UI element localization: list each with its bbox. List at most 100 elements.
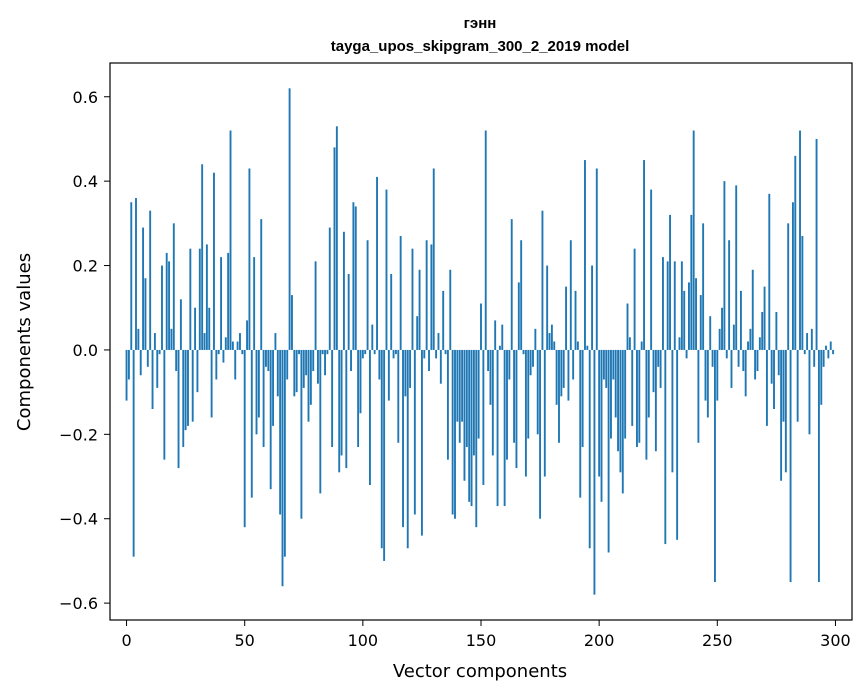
bar: [506, 349, 508, 460]
bar: [673, 261, 676, 350]
bar: [189, 248, 192, 350]
bar: [210, 349, 213, 418]
bar: [721, 307, 723, 350]
bar: [139, 349, 142, 376]
bar: [484, 130, 487, 350]
bar: [326, 349, 329, 355]
bar: [688, 282, 690, 350]
bar: [449, 269, 452, 350]
bar: [713, 349, 716, 583]
bar: [130, 202, 133, 350]
bar: [815, 138, 818, 350]
bar: [586, 345, 589, 350]
bar: [803, 349, 806, 355]
bar: [659, 349, 662, 388]
bar: [775, 311, 778, 350]
bar: [624, 349, 627, 439]
bar: [612, 349, 615, 380]
bar: [413, 349, 416, 515]
bar: [598, 349, 601, 477]
bar: [404, 349, 407, 397]
bar: [201, 164, 204, 350]
bar: [274, 333, 277, 350]
bar: [584, 160, 586, 350]
bar: [756, 349, 759, 372]
bar: [628, 337, 631, 350]
bar: [418, 269, 421, 350]
bar: [742, 349, 745, 372]
bar: [300, 349, 303, 519]
bar: [706, 349, 709, 418]
bar: [782, 349, 785, 422]
bar: [291, 295, 293, 350]
bar: [744, 349, 747, 397]
bar: [260, 219, 263, 350]
bar: [732, 324, 735, 350]
bar: [149, 210, 152, 350]
bar: [267, 349, 270, 372]
bar: [387, 349, 390, 401]
bar: [718, 328, 721, 350]
bar: [354, 206, 357, 350]
bar: [470, 349, 473, 507]
bar: [465, 349, 468, 447]
bar: [222, 349, 225, 363]
bar: [347, 273, 350, 350]
bar: [550, 324, 553, 350]
bar: [482, 349, 485, 485]
bar: [600, 349, 603, 502]
y-tick-label: 0.6: [73, 88, 98, 107]
bar: [283, 349, 286, 557]
bar: [591, 265, 594, 350]
bar: [272, 349, 274, 426]
bar: [739, 290, 742, 350]
bar: [234, 349, 237, 380]
bar: [529, 349, 532, 376]
bar: [501, 324, 504, 350]
bar: [508, 349, 511, 380]
bar: [569, 240, 572, 350]
bar: [208, 307, 211, 350]
bar: [257, 349, 260, 418]
bar: [791, 202, 794, 350]
bar: [335, 126, 338, 350]
bar: [761, 311, 764, 350]
bar: [215, 349, 218, 380]
bar: [562, 349, 565, 388]
bar: [371, 324, 374, 350]
bar: [730, 349, 733, 388]
bar: [383, 349, 386, 561]
bar: [768, 193, 771, 350]
bar: [643, 160, 645, 350]
bar: [820, 349, 823, 405]
bar: [799, 130, 801, 350]
bar: [520, 240, 523, 350]
bar: [177, 349, 180, 469]
bar: [437, 333, 440, 350]
bar: [227, 252, 230, 350]
bar: [161, 265, 163, 350]
y-tick-label: 0.4: [73, 172, 98, 191]
x-tick-label: 250: [702, 631, 733, 650]
bar: [281, 349, 284, 587]
bar: [168, 261, 171, 350]
bar: [794, 155, 797, 350]
bar: [451, 349, 454, 515]
bar: [342, 231, 345, 350]
bar: [522, 349, 525, 355]
bar: [692, 130, 695, 350]
bar: [137, 328, 140, 350]
bar: [366, 240, 369, 350]
bar: [454, 349, 456, 519]
bar: [787, 223, 790, 350]
bar: [579, 349, 582, 498]
bar: [822, 349, 825, 367]
bar: [456, 349, 459, 422]
bar: [203, 333, 206, 350]
bar: [246, 320, 249, 350]
bar: [676, 349, 679, 540]
bar: [633, 248, 636, 350]
bar: [765, 349, 768, 426]
bar: [621, 349, 624, 494]
x-tick-label: 150: [466, 631, 497, 650]
